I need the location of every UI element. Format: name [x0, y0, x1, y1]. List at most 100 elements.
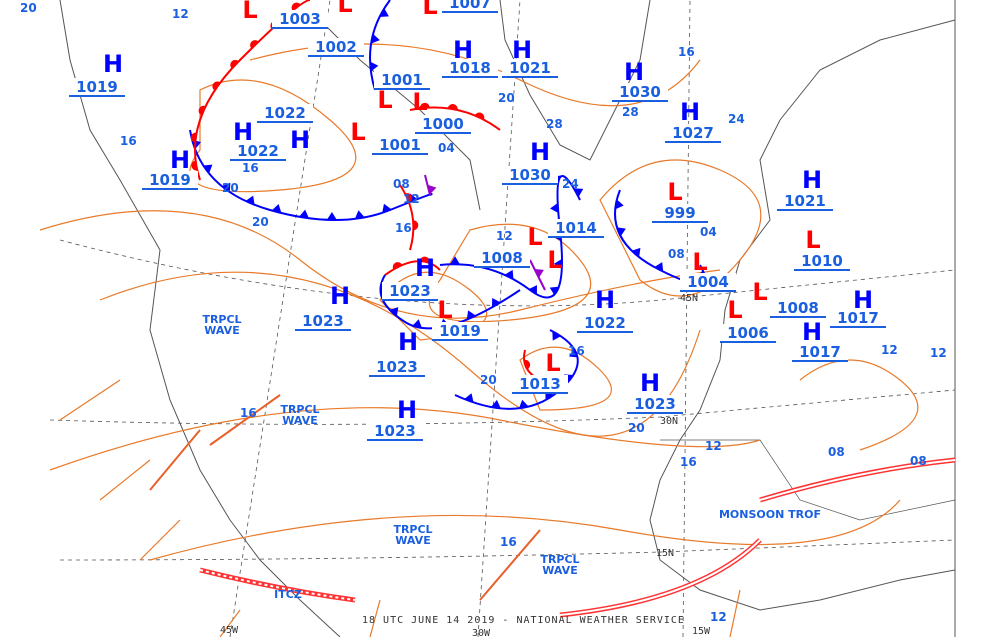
warm-front-semicircle [291, 2, 301, 11]
tropical-wave-label: TRPCL WAVE [393, 523, 432, 547]
high-symbol: H [530, 138, 550, 166]
isobar-value-label: 12 [403, 192, 420, 206]
isobar-value-label: 16 [568, 344, 585, 358]
isobar-value-label: 12 [172, 7, 189, 21]
cold-front-triangle [491, 298, 501, 308]
warm-front [399, 184, 419, 251]
central-pressure-value: 1003 [279, 10, 321, 28]
warm-front [384, 256, 441, 276]
low-pressure-center: L 1007 [422, 0, 498, 20]
high-symbol: H [330, 282, 350, 310]
isobar-value-label: 12 [496, 229, 513, 243]
isobar-value-label: 28 [546, 117, 563, 131]
warm-front-semicircle [405, 193, 413, 203]
central-pressure-value: 1027 [672, 124, 714, 142]
isobar-value-label: 12 [881, 343, 898, 357]
central-pressure-value: 1006 [727, 324, 769, 342]
high-symbol: H [802, 318, 822, 346]
cold-front-triangle [490, 399, 501, 409]
isobars [39, 43, 919, 637]
tropical-wave-label: TRPCL WAVE [540, 553, 579, 577]
cold-front-triangle [449, 256, 460, 265]
isobar-value-label: 20 [628, 421, 645, 435]
central-pressure-value: 1004 [687, 273, 729, 291]
cold-front-triangle [528, 285, 537, 295]
central-pressure-value: 1023 [374, 422, 416, 440]
grid-coordinate-label: 45W [220, 625, 239, 636]
isobar-value-label: 20 [498, 91, 515, 105]
map-labels: TRPCL WAVE TRPCL WAVE TRPCL WAVE TRPCL WAVE MONS… [20, 1, 947, 637]
low-pressure-center: L 1008 [752, 278, 826, 318]
low-pressure-center: L 1014 [527, 219, 604, 251]
central-pressure-value: 1008 [777, 299, 819, 317]
central-pressure-value: 1030 [619, 83, 661, 101]
isobar-value-label: 20 [20, 1, 37, 15]
cold-front-triangle [616, 227, 626, 237]
cold-front-triangle [389, 307, 399, 317]
cold-front-triangle [464, 393, 474, 403]
isobar-value-label: 20 [252, 215, 269, 229]
isobar-value-label: 16 [680, 455, 697, 469]
cold-front-triangle [553, 258, 563, 269]
itcz-label: ITCZ [274, 588, 302, 601]
central-pressure-value: 1014 [555, 219, 597, 237]
monsoon-trough-label: MONSOON TROF [719, 508, 821, 521]
central-pressure-value: 1019 [149, 171, 191, 189]
central-pressure-value: 1017 [837, 309, 879, 327]
warm-front-semicircle [523, 359, 531, 370]
grid-coordinate-label: 15W [692, 626, 711, 637]
isobar-value-label: 20 [222, 181, 239, 195]
cold-front-triangle [504, 269, 514, 280]
isobar-value-label: 16 [120, 134, 137, 148]
cold-front-triangle [654, 262, 664, 272]
cold-front-triangle [631, 247, 641, 258]
high-symbol: H [512, 36, 532, 64]
cold-front-triangle [354, 210, 365, 219]
central-pressure-value: 1023 [634, 395, 676, 413]
warm-front-semicircle [474, 112, 485, 120]
cold-front-triangle [466, 310, 476, 320]
low-symbol: L [752, 278, 767, 306]
central-pressure-value: 1018 [449, 59, 491, 77]
central-pressure-value: 1030 [509, 166, 551, 184]
isobar-value-label: 20 [480, 373, 497, 387]
isobar-value-label: 08 [828, 445, 845, 459]
low-symbol: L [692, 248, 707, 276]
central-pressure-value: 1010 [801, 252, 843, 270]
cold-front-triangle [569, 348, 579, 358]
cold-front-triangle [412, 319, 422, 329]
high-symbol: H [640, 369, 660, 397]
warm-front-semicircle [392, 262, 403, 270]
central-pressure-value: 1023 [376, 358, 418, 376]
isobar-value-label: 16 [678, 45, 695, 59]
central-pressure-value: 1021 [784, 192, 826, 210]
isobar-value-label: 28 [622, 105, 639, 119]
cold-front-triangle [379, 8, 389, 17]
coastlines [59, 0, 956, 637]
isobar-value-label: 12 [710, 610, 727, 624]
central-pressure-value: 1019 [76, 78, 118, 96]
cold-front-triangle [550, 203, 559, 214]
cold-front-triangle [326, 211, 337, 221]
high-symbol: H [398, 328, 418, 356]
central-pressure-value: 1001 [379, 136, 421, 154]
central-pressure-value: 999 [664, 204, 695, 222]
cold-front-triangle [518, 399, 529, 409]
central-pressure-value: 1021 [509, 59, 551, 77]
warm-front-semicircle [198, 105, 206, 116]
